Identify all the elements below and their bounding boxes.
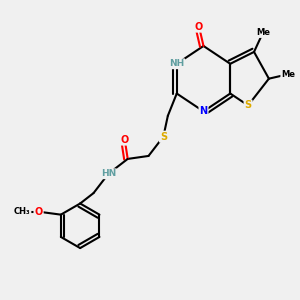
Text: HN: HN [101,169,116,178]
Text: O: O [121,135,129,145]
Text: Me: Me [256,28,270,37]
Text: CH₃: CH₃ [14,207,31,216]
Text: NH: NH [169,59,184,68]
Text: N: N [200,106,208,116]
Text: S: S [244,100,252,110]
Text: Me: Me [281,70,295,79]
Text: O: O [195,22,203,32]
Text: O: O [34,207,43,217]
Text: S: S [160,132,167,142]
